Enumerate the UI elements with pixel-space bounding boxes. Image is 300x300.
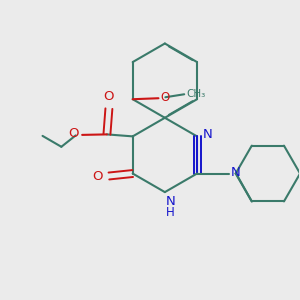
Text: N: N [203, 128, 213, 141]
Text: N: N [166, 195, 175, 208]
Text: CH₃: CH₃ [186, 89, 206, 99]
Text: O: O [160, 91, 170, 104]
Text: O: O [92, 170, 103, 183]
Text: O: O [69, 128, 79, 140]
Text: O: O [104, 90, 114, 103]
Text: H: H [166, 206, 175, 219]
Text: N: N [231, 166, 241, 178]
